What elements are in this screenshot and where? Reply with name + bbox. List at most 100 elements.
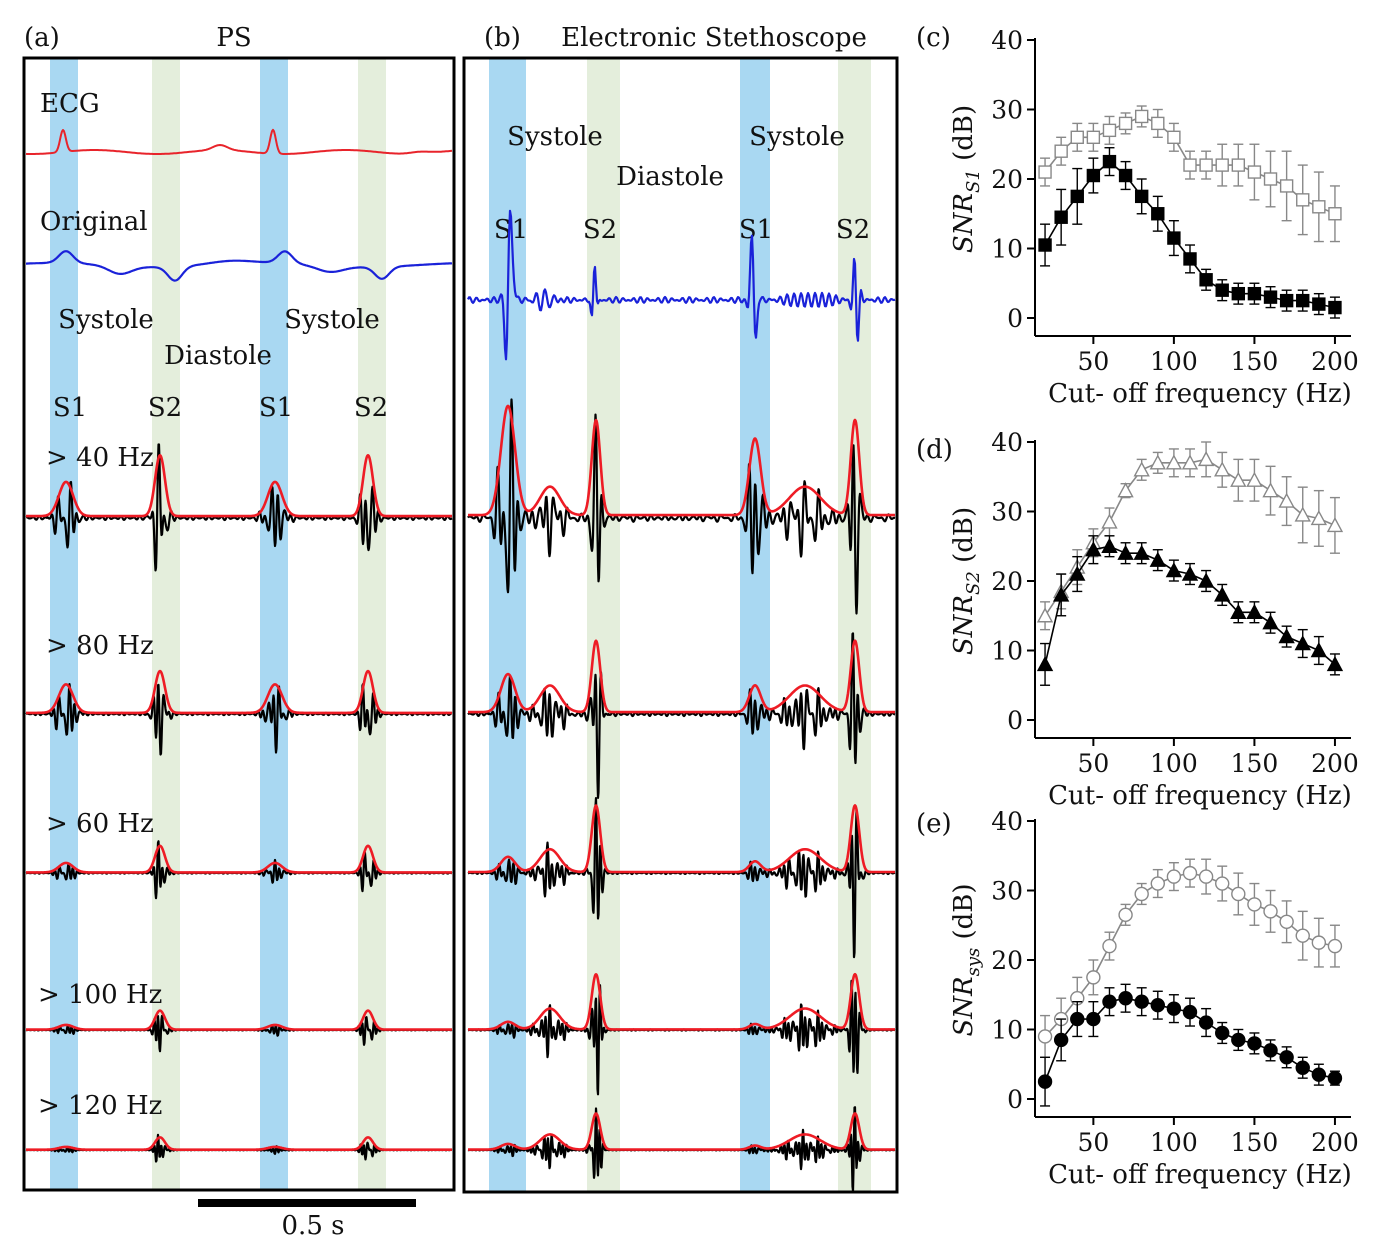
s1-label-2: S1	[259, 393, 293, 423]
data-point	[1328, 207, 1342, 221]
trace-b-80-signal	[467, 632, 896, 800]
data-point	[1215, 876, 1230, 891]
data-point	[1294, 506, 1311, 522]
systole-label-b2: Systole	[749, 122, 845, 152]
data-point	[1150, 997, 1165, 1013]
panel-a: (a) PS ECG Original Systole Systole Dias…	[22, 23, 456, 1241]
data-point	[1118, 168, 1133, 183]
trace-b-60-envelope	[467, 804, 896, 874]
data-point	[1134, 189, 1149, 204]
ecg-label: ECG	[40, 89, 100, 119]
trace-a-100-envelope	[25, 1009, 453, 1031]
trace-b-120-envelope	[467, 1112, 896, 1151]
panel-b-letter: (b)	[484, 23, 521, 53]
trace-a-120-envelope	[25, 1136, 453, 1151]
data-point	[1246, 471, 1263, 487]
filter-label-100: > 100 Hz	[38, 980, 162, 1010]
data-point	[1246, 603, 1263, 619]
data-point	[1310, 509, 1328, 526]
s1-band	[740, 58, 770, 1192]
y-tick-label: 20	[991, 946, 1023, 975]
data-point	[1038, 165, 1052, 179]
panel-a-traces	[25, 128, 453, 1163]
x-tick-label: 200	[1311, 749, 1359, 778]
panel-a-frame	[22, 56, 456, 1192]
chart-d: (d) 0 10 20 30 40 50 100 150 200 Cut- off frequenc…	[916, 428, 1359, 811]
s1-band	[260, 58, 288, 1190]
data-point	[1263, 904, 1278, 919]
y-tick-label: 10	[991, 235, 1023, 264]
data-point	[1054, 144, 1068, 158]
data-point	[1151, 116, 1165, 131]
chart-e: (e) 0 10 20 30 40 50 100 150 200 Cut- off frequenc…	[916, 807, 1359, 1190]
trace-b-100-envelope	[467, 972, 896, 1031]
trace-a-120-signal	[25, 1133, 453, 1163]
data-point	[1086, 970, 1101, 985]
data-point	[1183, 252, 1197, 266]
s1-band	[489, 58, 526, 1192]
y-tick-label: 30	[991, 96, 1023, 125]
data-point	[1118, 991, 1133, 1006]
data-point	[1311, 935, 1327, 950]
scale-bar-label: 0.5 s	[282, 1211, 345, 1241]
data-point	[1181, 565, 1199, 581]
data-point	[1326, 655, 1344, 672]
data-point	[1294, 635, 1311, 651]
data-point	[1262, 482, 1279, 498]
data-point	[1134, 109, 1149, 124]
ecg-trace	[25, 128, 453, 155]
data-point	[1149, 551, 1166, 567]
y-tick-label: 20	[991, 567, 1023, 596]
data-point	[1117, 482, 1134, 498]
panel-a-letter: (a)	[24, 23, 60, 53]
data-point	[1279, 293, 1294, 308]
data-point	[1182, 1004, 1198, 1020]
diastole-label-b: Diastole	[616, 162, 724, 192]
data-point	[1231, 158, 1246, 172]
data-point	[1102, 994, 1117, 1009]
data-point	[1181, 454, 1199, 470]
trace-a-60-signal	[25, 840, 453, 900]
filter-label-40: > 40 Hz	[46, 443, 154, 473]
data-point	[1197, 572, 1215, 588]
s2-band	[358, 58, 386, 1190]
x-tick-label: 50	[1077, 1128, 1109, 1157]
x-axis-label: Cut- off frequency (Hz)	[1048, 379, 1352, 409]
data-point	[1326, 516, 1344, 533]
y-tick-label: 40	[991, 428, 1023, 457]
data-point	[1231, 1032, 1246, 1048]
trace-b-60-signal	[467, 796, 896, 959]
s2-band	[587, 58, 620, 1192]
data-point	[1296, 293, 1310, 308]
data-point	[1054, 210, 1068, 224]
data-point	[1279, 1050, 1294, 1065]
y-axis-label: SNRS2 (dB)	[949, 507, 984, 655]
chart-letter: (d)	[916, 435, 953, 465]
original-trace-b	[467, 209, 896, 361]
systole-label-2: Systole	[284, 305, 380, 335]
data-point	[1166, 869, 1182, 884]
y-tick-label: 10	[991, 637, 1023, 666]
data-point	[1086, 1011, 1101, 1027]
x-tick-label: 150	[1231, 749, 1279, 778]
panel-a-bands	[50, 58, 386, 1190]
systole-label-b1: Systole	[507, 122, 603, 152]
data-point	[1037, 1074, 1053, 1089]
y-tick-label: 40	[991, 807, 1023, 836]
data-point	[1070, 1011, 1085, 1027]
data-point	[1165, 562, 1183, 578]
chart-c: (c) 0 10 20 30 40 50 100 150 200 Cut- off frequenc…	[916, 23, 1359, 409]
data-point	[1295, 1060, 1310, 1075]
trace-b-40-signal	[467, 398, 896, 615]
data-point	[1151, 207, 1165, 221]
data-point	[1167, 231, 1181, 245]
data-point	[1231, 886, 1246, 902]
data-point	[1247, 1036, 1262, 1051]
data-point	[1278, 492, 1295, 508]
y-tick-label: 30	[991, 877, 1023, 906]
data-point	[1311, 1067, 1327, 1082]
data-point	[1230, 603, 1247, 619]
chart-letter: (c)	[916, 23, 951, 53]
data-point	[1038, 238, 1052, 252]
systole-label-1: Systole	[58, 305, 154, 335]
